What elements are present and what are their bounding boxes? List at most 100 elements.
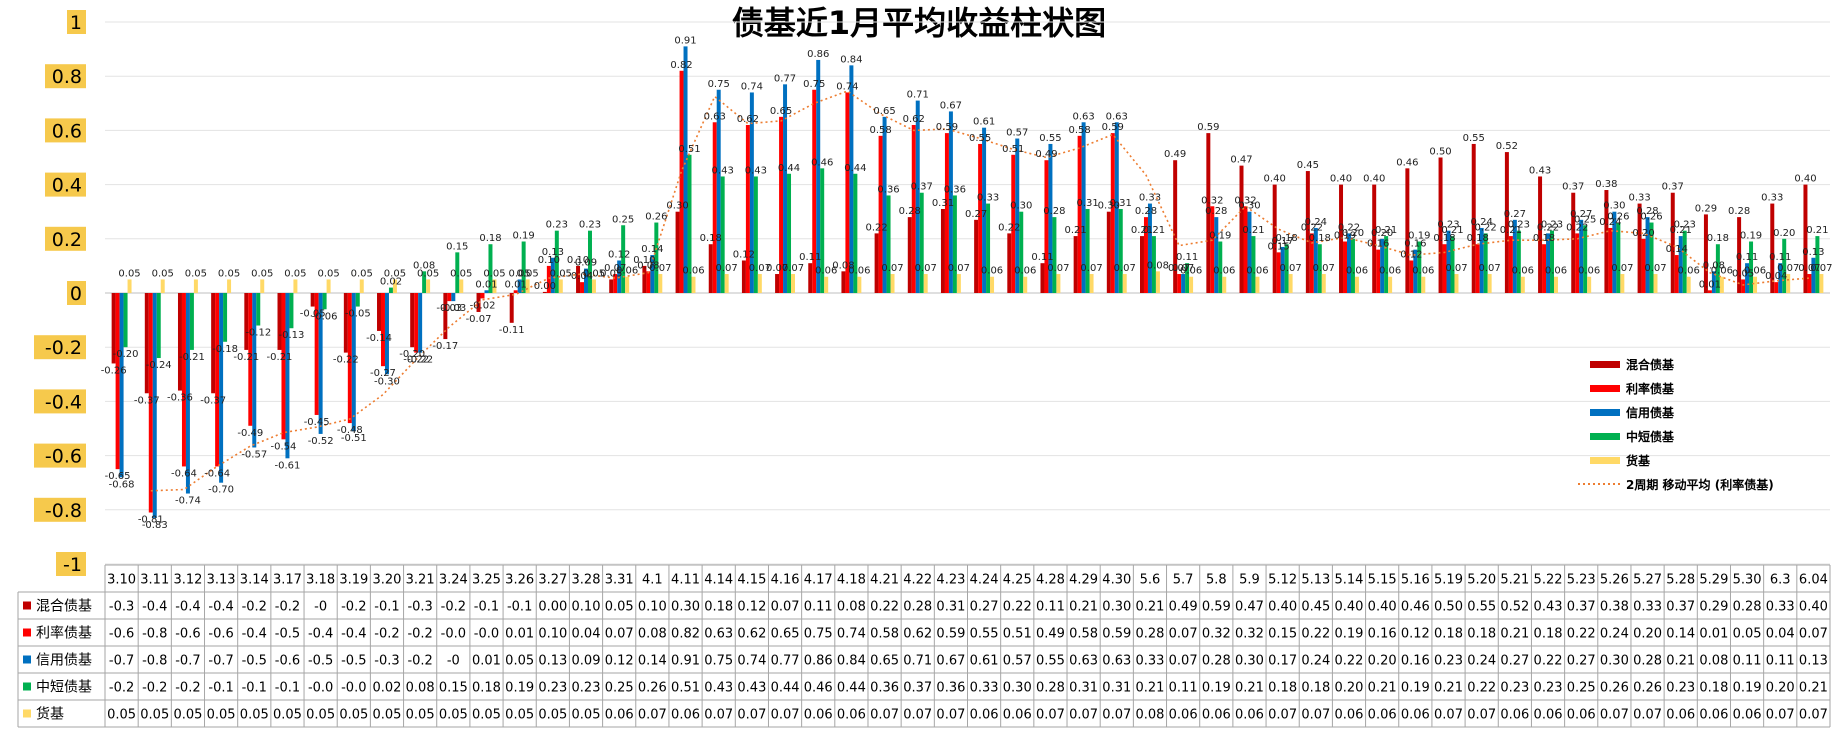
data-label: 0.86 [807,49,829,60]
table-cell: -0.3 [374,654,399,669]
data-label: 0.01 [475,279,497,290]
table-cell: -0.2 [175,681,200,696]
data-label: -0.22 [403,355,429,366]
data-label: -0.45 [304,417,330,428]
data-label: 0.75 [708,79,730,90]
data-label: 0.11 [1736,252,1758,263]
bar [1749,241,1754,293]
table-cell: 0.05 [1733,627,1762,642]
table-cell: 0.04 [1766,627,1795,642]
bar [824,276,829,293]
bar [509,293,514,323]
data-label: 0.16 [1404,239,1426,250]
bar [459,279,464,293]
table-cell: 0.65 [870,654,899,669]
table-cell: 0.05 [406,708,435,723]
legend-entry: 2周期 移动平均 (利率债基) [1626,477,1774,492]
data-label: 0.12 [1400,249,1422,260]
table-cell: 0.30 [1235,654,1264,669]
bar [576,265,581,293]
bar [1587,276,1592,293]
bar [845,92,850,294]
table-cell: 0.07 [1799,708,1828,723]
trendline-path [150,90,1810,492]
table-cell: 0.18 [1434,627,1463,642]
table-cell: 0.05 [107,708,136,723]
table-cell: 0.05 [538,708,567,723]
data-label: 0.18 [1707,233,1729,244]
table-cell: 0.30 [1102,600,1131,615]
data-label: 0.25 [612,214,634,225]
table-cell: 0.08 [638,627,667,642]
table-cell: 0.07 [1036,708,1065,723]
category-label: 3.11 [140,573,169,588]
category-label: 4.25 [1003,573,1032,588]
table-cell: 0.06 [804,708,833,723]
bar [791,274,795,293]
data-label: -0.83 [142,520,168,531]
bar [741,260,746,293]
table-cell: 0.05 [173,708,202,723]
table-cell: 0.58 [870,627,899,642]
bar [1538,176,1543,293]
bar [1612,211,1617,293]
bar [326,279,331,293]
y-tick-label: 0.6 [52,120,82,142]
data-label: 0.50 [1429,147,1451,158]
data-label: 0.06 [1246,266,1268,277]
bar [609,279,614,293]
table-cell: 0.19 [505,681,534,696]
bar [642,265,647,293]
data-label: 0.84 [840,54,862,65]
data-label: 0.20 [1773,228,1795,239]
series-1 [115,70,1812,513]
category-label: 5.29 [1699,573,1728,588]
category-label: 3.10 [107,573,136,588]
data-label: 0.77 [774,73,796,84]
table-cell: -0.5 [242,654,267,669]
table-cell: -0.0 [474,627,499,642]
data-label: 0.30 [1010,201,1032,212]
table-cell: -0.5 [308,654,333,669]
data-label: 0.65 [770,106,792,117]
table-cell: 0.17 [1268,654,1297,669]
table-cell: 0.05 [240,708,269,723]
table-cell: 0.18 [1268,681,1297,696]
data-label: 0.28 [899,206,921,217]
table-cell: 0.44 [837,681,866,696]
table-cell: 0.18 [1467,627,1496,642]
bar [1554,276,1558,293]
data-label: 0.22 [1566,222,1588,233]
bar [418,293,423,353]
row-header: 货基 [36,706,64,723]
data-label: 0.19 [1334,231,1356,242]
table-cell: 0.10 [638,600,667,615]
bar [882,116,887,293]
bar [513,290,518,293]
category-label: 5.13 [1301,573,1330,588]
table-cell: 0.07 [936,708,965,723]
bar [915,100,920,293]
table-cell: 0.06 [1335,708,1364,723]
table-cell: 0.06 [1733,708,1762,723]
data-label: 0.55 [1463,133,1485,144]
category-label: 4.11 [671,573,700,588]
bar [293,279,298,293]
table-cell: 0.15 [1268,627,1297,642]
data-label: 0.00 [534,281,556,292]
table-cell: 0.24 [1301,654,1330,669]
data-label: 0.91 [674,35,696,46]
data-label: 0.59 [1102,122,1124,133]
table-cell: 0.02 [372,681,401,696]
data-label: 0.19 [1209,231,1231,242]
category-label: 5.15 [1368,573,1397,588]
data-label: 0.07 [1047,263,1069,274]
data-label: 0.21 [1242,225,1264,236]
data-label: 0.57 [1006,128,1028,139]
bar [1454,274,1459,293]
bar [215,293,220,467]
table-cell: -0.1 [242,681,267,696]
bar [480,293,485,299]
table-cell: 0.18 [704,600,733,615]
bar [1151,236,1156,293]
